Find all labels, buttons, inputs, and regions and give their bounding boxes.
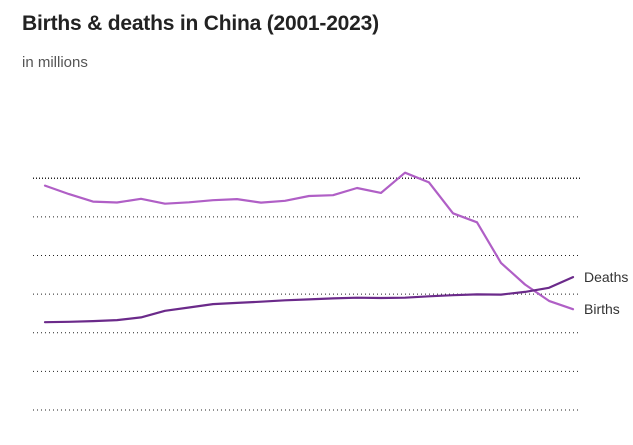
series-lines <box>43 171 575 324</box>
series-line-births <box>43 171 575 311</box>
series-label-deaths: Deaths <box>584 269 628 285</box>
series-label-births: Births <box>584 301 620 317</box>
gridlines <box>33 177 581 411</box>
chart-title: Births & deaths in China (2001-2023) <box>22 12 379 35</box>
series-line-deaths <box>43 276 575 324</box>
series-end-labels: Births Deaths <box>584 269 628 317</box>
chart-subtitle: in millions <box>22 54 88 71</box>
